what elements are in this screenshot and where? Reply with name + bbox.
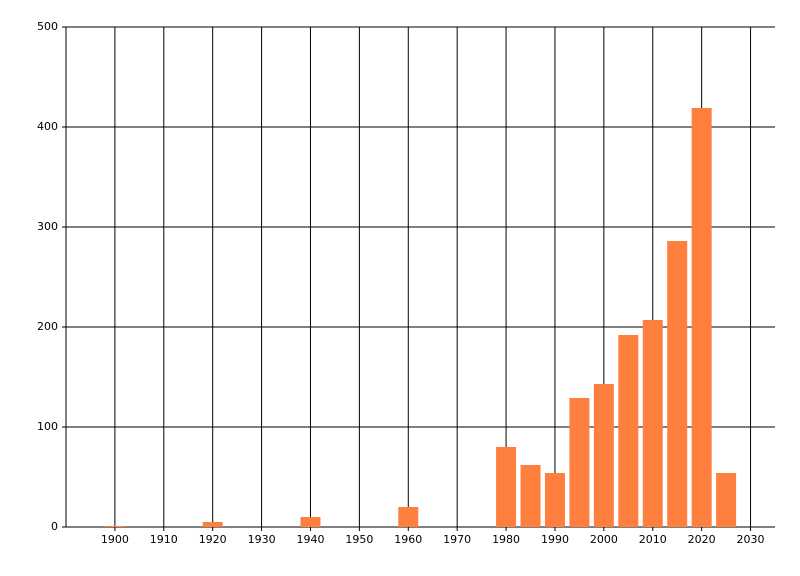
y-tick-label: 300	[37, 220, 58, 233]
y-tick-label: 0	[51, 520, 58, 533]
y-tick-label: 400	[37, 120, 58, 133]
x-tick-label: 2030	[737, 533, 765, 546]
bar	[300, 517, 321, 527]
bar	[642, 320, 663, 527]
y-tick-label: 200	[37, 320, 58, 333]
bar	[398, 507, 419, 527]
bar	[593, 384, 614, 527]
bar	[202, 522, 223, 527]
bar	[618, 335, 639, 527]
bar	[691, 108, 712, 527]
y-tick-label: 500	[37, 20, 58, 33]
x-tick-label: 1970	[443, 533, 471, 546]
bar	[496, 447, 517, 527]
x-tick-label: 1980	[492, 533, 520, 546]
y-tick-label: 100	[37, 420, 58, 433]
x-tick-label: 1910	[150, 533, 178, 546]
bar	[716, 473, 737, 527]
x-tick-label: 1940	[296, 533, 324, 546]
x-tick-label: 2000	[590, 533, 618, 546]
x-tick-label: 2020	[688, 533, 716, 546]
bar	[667, 241, 688, 527]
x-tick-label: 1900	[101, 533, 129, 546]
x-tick-label: 1950	[345, 533, 373, 546]
bar	[104, 526, 125, 527]
bar	[569, 398, 590, 527]
x-tick-label: 1960	[394, 533, 422, 546]
x-tick-label: 1990	[541, 533, 569, 546]
x-tick-label: 2010	[639, 533, 667, 546]
bar	[544, 473, 565, 527]
bar	[520, 465, 541, 527]
x-tick-label: 1920	[199, 533, 227, 546]
x-tick-label: 1930	[248, 533, 276, 546]
